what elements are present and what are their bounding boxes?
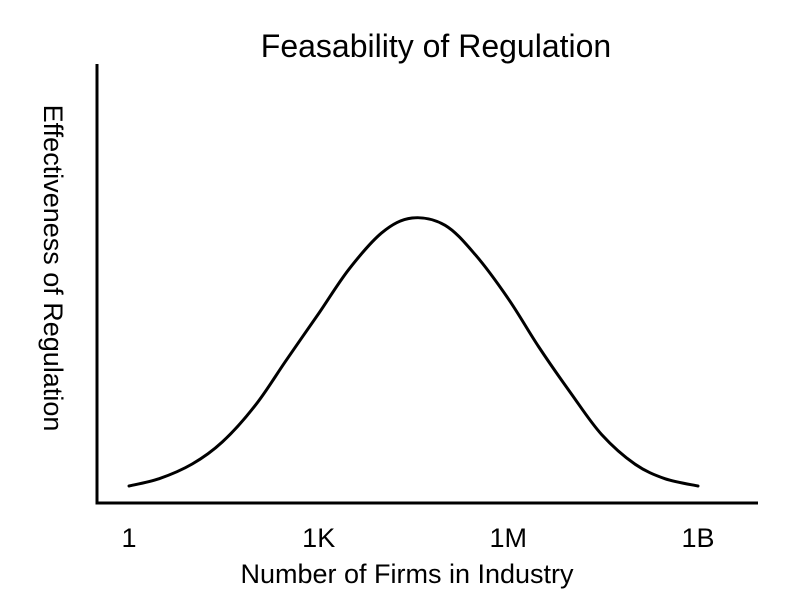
chart-title: Feasability of Regulation xyxy=(261,28,611,64)
y-axis-label: Effectiveness of Regulation xyxy=(38,105,68,432)
x-tick-label: 1 xyxy=(121,523,136,553)
x-tick-label: 1K xyxy=(302,523,335,553)
x-tick-label: 1B xyxy=(681,523,714,553)
x-axis-label: Number of Firms in Industry xyxy=(240,559,574,589)
series-curve xyxy=(127,216,700,488)
x-tick-label: 1M xyxy=(490,523,528,553)
x-tick-labels: 1 1K 1M 1B xyxy=(121,523,714,553)
